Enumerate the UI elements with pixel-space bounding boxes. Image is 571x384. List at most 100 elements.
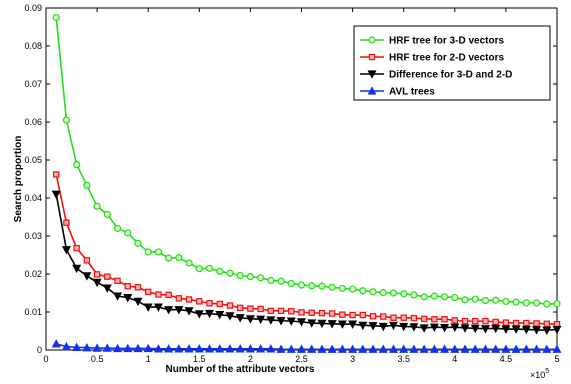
data-point xyxy=(410,314,418,322)
data-point xyxy=(236,271,244,280)
data-point xyxy=(409,323,419,332)
data-point xyxy=(482,317,489,325)
y-tick-label: 0.02 xyxy=(24,269,42,279)
x-axis-label: Number of the attribute vectors xyxy=(166,364,315,375)
data-point xyxy=(378,344,388,353)
data-point xyxy=(429,344,439,353)
x-tick-label: 3 xyxy=(350,354,355,364)
legend-swatch-marker xyxy=(367,86,377,95)
data-point xyxy=(93,202,101,210)
data-point xyxy=(380,313,387,320)
data-point xyxy=(266,344,276,353)
data-point xyxy=(164,344,174,353)
legend-swatch-marker xyxy=(368,36,376,44)
data-point xyxy=(113,224,122,232)
data-point xyxy=(92,343,102,352)
x-tick-label: 2.5 xyxy=(295,354,308,364)
data-point xyxy=(245,344,255,353)
data-point xyxy=(348,344,358,353)
y-tick-label: 0.01 xyxy=(24,307,42,317)
data-point xyxy=(337,320,347,329)
data-point xyxy=(512,319,520,327)
data-point xyxy=(123,293,133,303)
data-point xyxy=(184,344,194,353)
data-point xyxy=(145,288,152,296)
data-point xyxy=(102,284,112,293)
data-point xyxy=(492,296,500,304)
data-point xyxy=(308,309,315,316)
data-point xyxy=(205,264,214,272)
data-point xyxy=(480,344,490,353)
data-point xyxy=(277,307,285,315)
data-point xyxy=(155,291,162,298)
data-point xyxy=(492,318,499,326)
data-point xyxy=(196,298,203,305)
y-tick-label: 0.07 xyxy=(24,79,42,89)
data-point xyxy=(307,319,317,328)
data-point xyxy=(266,316,276,325)
data-point xyxy=(368,344,378,353)
x-tick-label: 2 xyxy=(248,354,253,364)
data-point xyxy=(174,344,184,353)
x-tick-label: 4.5 xyxy=(500,354,513,364)
data-point xyxy=(502,319,510,326)
data-point xyxy=(296,318,307,327)
data-point xyxy=(175,254,183,262)
series-3 xyxy=(51,339,562,353)
data-point xyxy=(388,321,398,331)
x-tick-label: 0.5 xyxy=(91,354,104,364)
data-point xyxy=(441,316,448,323)
data-point xyxy=(124,229,132,237)
data-point xyxy=(552,325,562,335)
data-point xyxy=(257,274,265,282)
data-point xyxy=(133,343,143,353)
data-point xyxy=(481,297,490,305)
data-point xyxy=(359,287,367,295)
data-point xyxy=(63,219,70,226)
data-point xyxy=(225,312,235,321)
data-point xyxy=(400,314,407,321)
data-point xyxy=(51,339,61,348)
data-point xyxy=(461,296,469,304)
data-point xyxy=(92,278,102,288)
data-point xyxy=(134,284,142,291)
y-tick-label: 0.09 xyxy=(24,3,42,13)
data-point xyxy=(429,323,439,332)
x-tick-label: 0 xyxy=(43,354,48,364)
data-point xyxy=(83,257,91,264)
data-point xyxy=(247,305,254,312)
legend-item: HRF tree for 3-D vectors xyxy=(360,36,504,47)
data-point xyxy=(124,282,131,290)
data-point xyxy=(113,292,123,301)
data-point xyxy=(450,344,460,353)
legend-item: HRF tree for 2-D vectors xyxy=(360,53,504,64)
data-point xyxy=(532,299,541,307)
data-point xyxy=(307,344,317,353)
data-point xyxy=(470,344,480,353)
data-point xyxy=(512,298,520,306)
legend-item: Difference for 3-D and 2-D xyxy=(360,70,512,81)
data-point xyxy=(460,344,470,353)
data-point xyxy=(267,276,275,285)
data-point xyxy=(502,297,510,305)
data-point xyxy=(73,244,80,252)
data-point xyxy=(185,296,193,303)
data-point xyxy=(61,246,71,255)
data-point xyxy=(470,324,480,334)
data-point xyxy=(205,309,215,319)
data-point xyxy=(194,310,204,319)
data-point xyxy=(225,344,235,353)
data-point xyxy=(144,248,152,256)
data-point xyxy=(102,343,112,352)
data-point xyxy=(153,303,163,312)
data-point xyxy=(327,320,337,329)
data-point xyxy=(73,160,81,169)
data-point xyxy=(440,293,449,301)
data-point xyxy=(215,344,225,353)
data-point xyxy=(420,315,428,323)
data-point xyxy=(440,344,450,353)
data-point xyxy=(419,344,429,353)
data-point xyxy=(451,317,459,324)
data-point xyxy=(114,277,121,285)
